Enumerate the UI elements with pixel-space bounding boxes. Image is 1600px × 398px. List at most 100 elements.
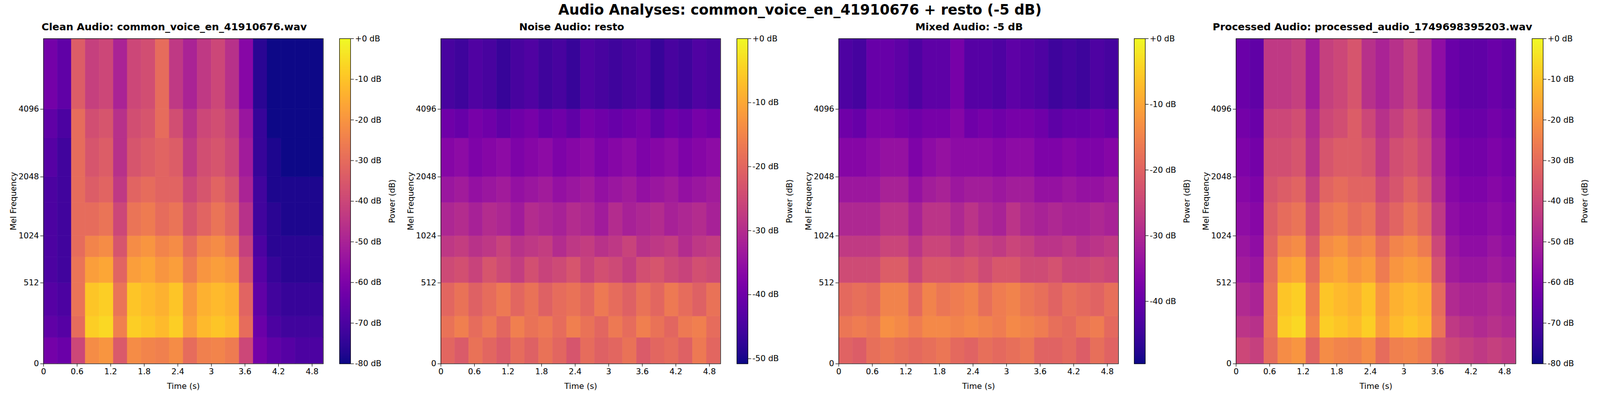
svg-text:Time (s): Time (s) (961, 381, 995, 391)
svg-text:0: 0 (1233, 366, 1239, 377)
svg-text:-10 dB: -10 dB (1547, 74, 1574, 84)
svg-text:0.6: 0.6 (865, 366, 879, 377)
svg-text:4.8: 4.8 (703, 366, 716, 377)
svg-text:1024: 1024 (18, 230, 40, 241)
svg-text:2.4: 2.4 (569, 366, 582, 377)
svg-text:4.2: 4.2 (1464, 366, 1478, 377)
svg-text:1024: 1024 (1210, 230, 1232, 241)
svg-text:1.2: 1.2 (899, 366, 912, 377)
svg-text:-20 dB: -20 dB (1547, 115, 1574, 125)
svg-text:0: 0 (836, 366, 842, 377)
svg-text:1024: 1024 (416, 230, 437, 241)
svg-text:2.4: 2.4 (966, 366, 979, 377)
svg-text:Time (s): Time (s) (1359, 381, 1393, 391)
svg-text:Time (s): Time (s) (166, 381, 200, 391)
svg-text:-70 dB: -70 dB (354, 318, 382, 328)
svg-text:2048: 2048 (813, 171, 835, 182)
svg-text:-50 dB: -50 dB (354, 236, 382, 247)
svg-text:0: 0 (1226, 358, 1232, 369)
svg-text:-30 dB: -30 dB (354, 155, 382, 166)
svg-text:Power (dB): Power (dB) (784, 179, 795, 224)
svg-text:+0 dB: +0 dB (1547, 33, 1573, 44)
svg-text:3: 3 (1003, 366, 1009, 377)
svg-text:4096: 4096 (813, 104, 835, 114)
svg-text:0: 0 (829, 358, 835, 369)
svg-text:3.6: 3.6 (636, 366, 649, 377)
svg-text:Power (dB): Power (dB) (387, 179, 397, 224)
svg-text:4.8: 4.8 (305, 366, 319, 377)
svg-text:0: 0 (438, 366, 444, 377)
svg-text:+0 dB: +0 dB (354, 33, 381, 44)
svg-text:4096: 4096 (1210, 104, 1232, 114)
svg-text:1.2: 1.2 (1296, 366, 1310, 377)
svg-text:-60 dB: -60 dB (354, 277, 382, 287)
svg-text:1.2: 1.2 (104, 366, 118, 377)
svg-text:-20 dB: -20 dB (354, 115, 382, 125)
svg-text:-10 dB: -10 dB (752, 97, 779, 108)
svg-text:0: 0 (40, 366, 46, 377)
svg-text:1024: 1024 (813, 230, 835, 241)
svg-text:512: 512 (421, 277, 437, 288)
svg-text:-50 dB: -50 dB (752, 353, 779, 364)
svg-text:-40 dB: -40 dB (1150, 296, 1177, 306)
html-text:Clean Audio: common_voice_en_4: Clean Audio: common_voice_en_41910676.wa… (41, 20, 307, 33)
svg-text:-20 dB: -20 dB (1150, 165, 1177, 175)
svg-text:1.2: 1.2 (501, 366, 515, 377)
svg-text:-40 dB: -40 dB (1547, 195, 1574, 206)
svg-text:3.6: 3.6 (1033, 366, 1047, 377)
svg-text:Mel Frequency: Mel Frequency (803, 172, 813, 231)
svg-text:4096: 4096 (416, 104, 437, 114)
svg-text:4.2: 4.2 (272, 366, 285, 377)
svg-text:3: 3 (209, 366, 215, 377)
svg-text:3.6: 3.6 (1430, 366, 1444, 377)
svg-text:Power (dB): Power (dB) (1181, 179, 1192, 224)
html-text:Noise Audio: resto: Noise Audio: resto (519, 20, 625, 33)
svg-text:-10 dB: -10 dB (354, 74, 382, 84)
svg-text:4.8: 4.8 (1498, 366, 1511, 377)
svg-text:1.8: 1.8 (933, 366, 946, 377)
svg-text:3: 3 (1401, 366, 1407, 377)
svg-text:2048: 2048 (1210, 171, 1232, 182)
svg-text:3.6: 3.6 (238, 366, 251, 377)
svg-text:3: 3 (606, 366, 612, 377)
svg-text:2.4: 2.4 (171, 366, 185, 377)
svg-text:4.2: 4.2 (1066, 366, 1080, 377)
svg-text:Time (s): Time (s) (563, 381, 598, 391)
svg-text:-80 dB: -80 dB (1547, 358, 1574, 369)
svg-text:4096: 4096 (18, 104, 40, 114)
svg-text:-10 dB: -10 dB (1150, 99, 1177, 110)
svg-text:-50 dB: -50 dB (1547, 236, 1574, 247)
svg-text:-70 dB: -70 dB (1547, 318, 1574, 328)
svg-text:512: 512 (818, 277, 834, 288)
svg-text:-40 dB: -40 dB (752, 289, 779, 299)
svg-text:0.6: 0.6 (70, 366, 84, 377)
svg-text:4.8: 4.8 (1100, 366, 1114, 377)
svg-text:+0 dB: +0 dB (1150, 33, 1176, 44)
svg-text:0: 0 (33, 358, 39, 369)
svg-text:4.2: 4.2 (669, 366, 683, 377)
svg-text:1.8: 1.8 (137, 366, 151, 377)
svg-text:1.8: 1.8 (1330, 366, 1344, 377)
svg-text:0.6: 0.6 (468, 366, 481, 377)
svg-text:512: 512 (23, 277, 39, 288)
svg-text:-30 dB: -30 dB (752, 225, 779, 236)
svg-text:Mel Frequency: Mel Frequency (8, 172, 19, 231)
svg-text:2048: 2048 (416, 171, 437, 182)
html-text:Audio Analyses: common_voice_e: Audio Analyses: common_voice_en_41910676… (558, 1, 1042, 19)
svg-text:-80 dB: -80 dB (354, 358, 382, 369)
svg-text:-30 dB: -30 dB (1547, 155, 1574, 166)
svg-text:1.8: 1.8 (535, 366, 548, 377)
svg-text:Mel Frequency: Mel Frequency (405, 172, 416, 231)
svg-text:-60 dB: -60 dB (1547, 277, 1574, 287)
svg-text:0.6: 0.6 (1263, 366, 1276, 377)
svg-text:0: 0 (431, 358, 437, 369)
svg-text:-40 dB: -40 dB (354, 195, 382, 206)
svg-text:Mel Frequency: Mel Frequency (1201, 172, 1211, 231)
svg-text:2.4: 2.4 (1363, 366, 1377, 377)
svg-text:512: 512 (1216, 277, 1232, 288)
svg-text:+0 dB: +0 dB (752, 33, 778, 44)
svg-text:2048: 2048 (18, 171, 40, 182)
svg-text:-30 dB: -30 dB (1150, 230, 1177, 241)
svg-text:-20 dB: -20 dB (752, 161, 779, 172)
svg-text:Power (dB): Power (dB) (1579, 179, 1590, 224)
